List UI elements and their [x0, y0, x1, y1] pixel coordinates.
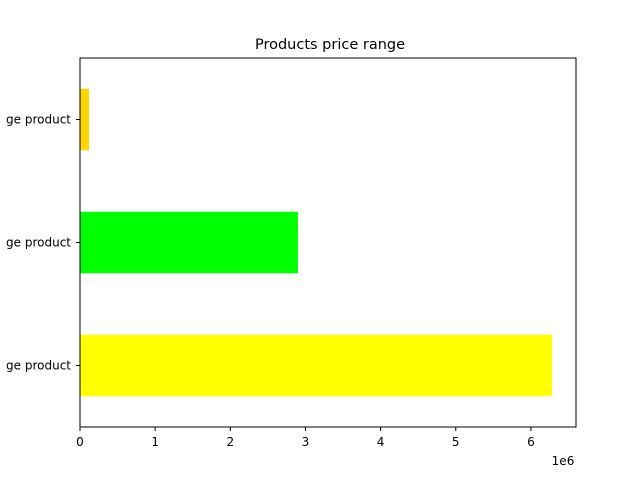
- x-tick-label: 5: [452, 435, 460, 449]
- y-tick-label: ge product: [6, 113, 71, 127]
- bar-low-range-product: [80, 88, 90, 151]
- bar-medium-range-product: [80, 211, 298, 274]
- y-tick-label: ge product: [6, 236, 71, 250]
- chart-title: Products price range: [255, 37, 405, 53]
- x-tick-label: 6: [527, 435, 535, 449]
- bar-high-range-product: [80, 334, 552, 397]
- x-tick-label: 4: [377, 435, 385, 449]
- x-tick-label: 3: [302, 435, 310, 449]
- x-axis-offset-label: 1e6: [552, 454, 575, 468]
- y-tick-label: ge product: [6, 359, 71, 373]
- y-axis: ge product ge product ge product: [6, 113, 80, 373]
- x-tick-label: 1: [151, 435, 159, 449]
- x-tick-label: 2: [226, 435, 234, 449]
- x-tick-label: 0: [76, 435, 84, 449]
- x-axis: 0 1 2 3 4 5 6: [76, 427, 535, 449]
- bars-layer: [80, 88, 552, 397]
